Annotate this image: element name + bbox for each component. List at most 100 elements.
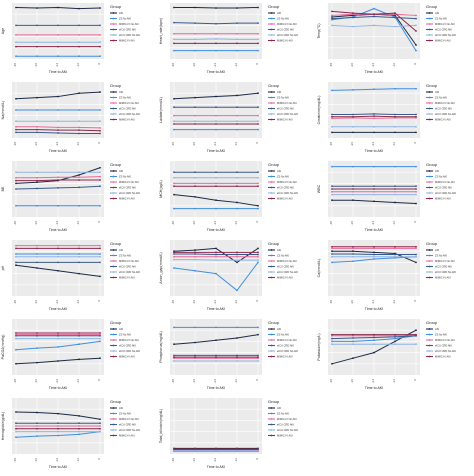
legend-key-dot [112,429,115,431]
data-point [331,16,333,18]
data-point [257,182,259,185]
data-point [215,253,217,256]
x-axis-label: Time to AKI [49,149,67,153]
data-point [257,42,259,45]
legend-label: MIMIC-IV AKI [119,39,135,43]
data-point [99,334,101,337]
data-point [36,34,38,36]
data-point [415,14,417,17]
data-point [99,179,101,181]
data-point [373,193,375,196]
legend-label: ZS No AKI [119,412,131,416]
data-point [78,253,80,255]
data-point [99,127,101,129]
data-point [15,176,17,179]
chart-panel: -48 -36 -24 -12 0 Time to AKI Anion_gap(mmol/L… [158,237,316,315]
x-tick-label: -12 [234,458,238,463]
data-point [194,448,196,450]
chart-panel: -48 -36 -24 -12 0 Time to AKI Total_bilirubin(… [158,395,316,473]
data-point [257,185,259,188]
data-point [352,340,354,343]
data-point [194,123,196,125]
legend-key-dot [270,28,273,31]
data-point [257,32,259,35]
y-axis-label: Heart_rate(bpm) [159,18,163,44]
legend-label: AKI [435,327,439,331]
data-point [352,113,354,116]
data-point [99,425,101,427]
data-point [373,190,375,193]
x-tick-label: -24 [371,221,375,226]
legend-key-dot [112,39,115,42]
chart-svg: -48 -36 -24 -12 0 Time to AKI Temp(°C) Group AKI… [317,3,456,74]
data-point [215,37,217,40]
data-point [78,24,80,27]
legend-label: MIMIC-IV AKI [119,434,135,438]
data-point [215,171,217,174]
legend-key-dot [428,28,431,31]
data-point [373,343,375,346]
data-point [99,24,101,27]
data-point [57,434,59,437]
x-tick-label: -24 [55,221,59,226]
data-point [99,129,101,132]
x-tick-label: -48 [171,221,175,226]
data-point [173,448,175,450]
x-tick-label: 0 [413,63,417,65]
data-point [99,204,101,207]
data-point [257,171,259,174]
chart-panel: -48 -36 -24 -12 0 Time to AKI Hemoglobin(g/dL)… [0,395,158,473]
data-point [415,185,417,188]
legend-title: Group [268,83,280,88]
data-point [236,253,238,256]
data-point [173,42,175,45]
data-point [373,258,375,260]
legend-key-dot [112,407,115,409]
legend-title: Group [426,320,438,325]
data-point [236,337,238,339]
data-point [78,171,80,174]
data-point [173,128,175,131]
data-point [15,97,17,100]
legend-label: ZS No AKI [435,175,447,179]
data-point [215,251,217,254]
data-point [215,7,217,9]
data-point [394,201,396,204]
data-point [78,433,80,436]
legend-label: MIMIC-IV AKI [435,355,451,359]
legend-key-dot [270,113,273,115]
legend-label: MIMIC-IV No AKI [277,259,297,263]
x-tick-label: -12 [76,379,80,384]
data-point [15,179,17,182]
data-point [99,332,101,334]
x-tick-label: -24 [213,300,217,305]
chart-panel: -48 -36 -24 -12 0 Time to AKI Ca(mmol/L) Group A… [316,237,474,315]
data-point [394,115,396,118]
legend-title: Group [110,4,122,9]
data-point [352,357,354,360]
data-point [173,267,175,269]
data-point [15,348,17,351]
data-point [415,255,417,258]
legend-key-dot [270,17,273,20]
data-point [15,120,17,123]
chart-panel: -48 -36 -24 -12 0 Time to AKI Na(mmol/L) Group A… [0,79,158,157]
legend-label: eICU CRD No AKI [435,191,456,195]
data-point [257,207,259,210]
chart-svg: -48 -36 -24 -12 0 Time to AKI Creatinine(mg/dL… [317,82,456,153]
legend-key-dot [112,118,115,121]
data-point [194,258,196,261]
legend-label: eICU CRD AKI [277,186,294,190]
legend-key-dot [270,197,273,200]
y-axis-label: pH [1,265,5,270]
legend-key-dot [270,254,273,257]
x-tick-label: -12 [76,221,80,226]
data-point [15,41,17,44]
legend-key-dot [270,260,273,262]
data-point [99,185,101,188]
data-point [194,42,196,45]
legend-label: AKI [277,406,281,410]
chart-panel: -48 -36 -24 -12 0 Time to AKI PaCO2(mmHg) Group… [0,316,158,394]
y-axis-label: Na(mmol/L) [1,101,5,120]
